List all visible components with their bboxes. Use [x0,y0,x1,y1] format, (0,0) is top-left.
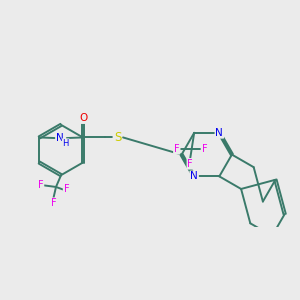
Text: F: F [64,184,69,194]
Text: S: S [114,131,121,144]
Text: F: F [51,198,56,208]
Text: F: F [202,144,207,154]
Text: N: N [215,128,223,138]
Text: N: N [56,133,64,143]
Text: O: O [79,113,87,123]
Text: H: H [62,139,69,148]
Text: F: F [188,159,193,169]
Text: F: F [174,144,179,154]
Text: N: N [190,171,198,182]
Text: F: F [38,180,43,190]
